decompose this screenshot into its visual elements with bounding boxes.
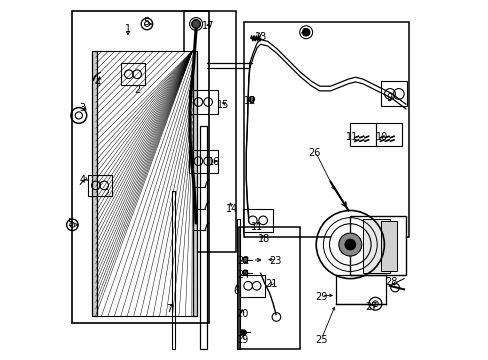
Bar bbox=[243, 270, 246, 274]
Bar bbox=[239, 275, 264, 297]
Bar bbox=[242, 209, 273, 232]
Text: 1: 1 bbox=[124, 24, 131, 35]
Text: 17: 17 bbox=[202, 21, 214, 31]
Text: 8: 8 bbox=[301, 28, 307, 38]
Text: 3: 3 bbox=[79, 103, 85, 113]
Circle shape bbox=[344, 239, 355, 250]
Bar bbox=[172, 191, 175, 348]
Bar bbox=[249, 96, 253, 102]
Text: 27: 27 bbox=[365, 302, 377, 312]
Bar bbox=[375, 123, 401, 146]
Text: 19: 19 bbox=[236, 334, 248, 345]
Text: 9: 9 bbox=[386, 93, 392, 103]
Bar bbox=[199, 126, 206, 348]
Text: 26: 26 bbox=[307, 148, 320, 158]
Text: 18: 18 bbox=[258, 234, 270, 244]
Bar bbox=[239, 226, 300, 348]
Circle shape bbox=[248, 96, 254, 102]
Text: 11: 11 bbox=[250, 222, 263, 231]
Bar bbox=[330, 205, 405, 284]
Bar bbox=[236, 220, 239, 348]
Text: 4: 4 bbox=[94, 78, 101, 88]
Bar bbox=[381, 81, 407, 107]
Circle shape bbox=[302, 29, 309, 36]
Bar bbox=[349, 123, 375, 146]
Circle shape bbox=[338, 233, 361, 256]
Circle shape bbox=[242, 257, 247, 262]
Text: 4: 4 bbox=[79, 175, 85, 185]
Text: 21: 21 bbox=[264, 279, 277, 289]
Text: 11: 11 bbox=[345, 132, 358, 142]
Bar bbox=[188, 149, 217, 173]
Text: 2: 2 bbox=[134, 85, 140, 95]
Circle shape bbox=[241, 330, 246, 335]
Text: 22: 22 bbox=[237, 256, 249, 266]
Bar bbox=[121, 63, 145, 85]
Bar bbox=[183, 12, 235, 252]
Bar bbox=[244, 22, 408, 237]
Text: 24: 24 bbox=[237, 270, 249, 280]
Bar bbox=[96, 51, 192, 316]
Circle shape bbox=[242, 270, 247, 275]
Bar bbox=[192, 51, 197, 316]
Text: 25: 25 bbox=[315, 334, 327, 345]
Text: 14: 14 bbox=[225, 204, 238, 214]
Text: 28: 28 bbox=[385, 277, 397, 287]
Text: 5: 5 bbox=[67, 218, 74, 228]
Text: 10: 10 bbox=[376, 132, 388, 142]
Text: 20: 20 bbox=[236, 310, 248, 319]
Bar bbox=[92, 51, 97, 316]
Text: 29: 29 bbox=[315, 292, 327, 302]
Text: 15: 15 bbox=[216, 100, 229, 110]
Bar bbox=[380, 221, 396, 271]
Text: 16: 16 bbox=[207, 157, 220, 167]
Text: 12: 12 bbox=[243, 96, 256, 106]
Text: 23: 23 bbox=[268, 256, 281, 266]
Bar bbox=[188, 90, 217, 114]
Bar bbox=[243, 257, 246, 262]
Text: 2: 2 bbox=[103, 189, 109, 199]
Bar bbox=[349, 216, 405, 275]
Text: 5: 5 bbox=[142, 17, 149, 27]
Text: 7: 7 bbox=[166, 304, 172, 314]
Bar bbox=[88, 175, 112, 196]
Text: 13: 13 bbox=[254, 32, 266, 41]
Circle shape bbox=[191, 20, 200, 28]
Bar bbox=[72, 12, 208, 323]
Bar bbox=[362, 220, 389, 273]
Text: 6: 6 bbox=[233, 286, 239, 296]
